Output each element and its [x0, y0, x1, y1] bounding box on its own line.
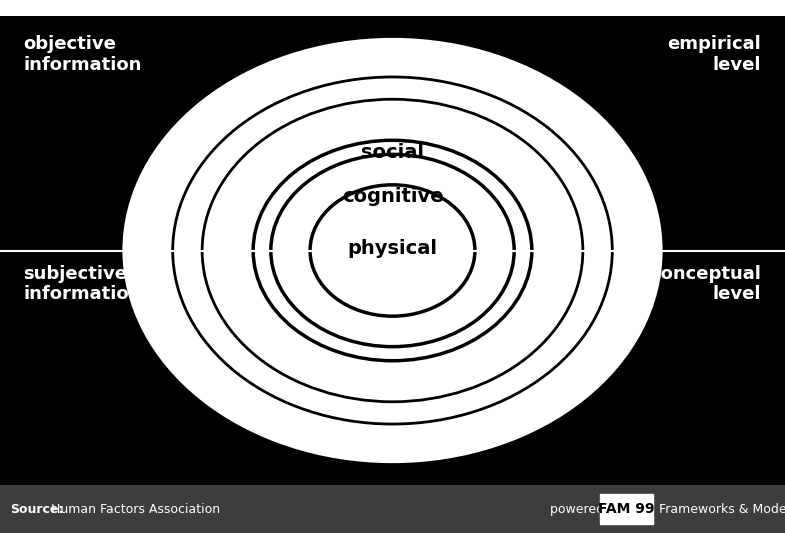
Text: social: social — [361, 142, 424, 161]
Ellipse shape — [173, 77, 612, 424]
Text: Human Factors Association: Human Factors Association — [51, 503, 220, 515]
Ellipse shape — [203, 99, 582, 402]
Text: cognitive: cognitive — [341, 187, 444, 206]
Text: Frameworks & Models: Frameworks & Models — [659, 503, 785, 515]
Text: empirical
level: empirical level — [668, 35, 761, 74]
Ellipse shape — [110, 26, 675, 475]
Text: FAM 99: FAM 99 — [598, 502, 655, 516]
Ellipse shape — [310, 185, 475, 316]
FancyBboxPatch shape — [600, 494, 653, 524]
Text: physical: physical — [348, 239, 437, 257]
Text: Source:: Source: — [10, 503, 64, 515]
Text: subjective
information: subjective information — [24, 264, 142, 303]
Ellipse shape — [271, 155, 514, 346]
Text: conceptual
level: conceptual level — [651, 264, 761, 303]
Text: powered by: powered by — [550, 503, 623, 515]
Ellipse shape — [253, 140, 532, 361]
Text: objective
information: objective information — [24, 35, 142, 74]
